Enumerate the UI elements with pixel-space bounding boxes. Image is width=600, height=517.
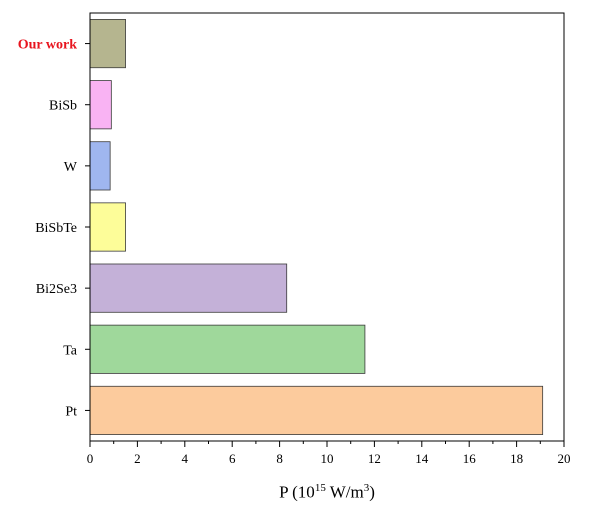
x-axis-label-suffix: )	[369, 482, 375, 502]
y-tick-label-w: W	[64, 160, 78, 175]
x-tick-label-16: 16	[463, 451, 477, 466]
bars-layer	[89, 19, 544, 435]
x-axis-label-prefix: P (10	[279, 482, 315, 502]
y-tick-label-bisbte: BiSbTe	[35, 221, 77, 236]
x-tick-label-4: 4	[182, 451, 189, 466]
bar-ta	[89, 324, 366, 374]
x-axis-label-exp2: 3	[363, 482, 370, 494]
x-tick-label-10: 10	[321, 451, 334, 466]
x-axis-label-exp1: 15	[314, 482, 326, 494]
y-tick-label-our-work: Our work	[18, 38, 77, 53]
x-tick-label-8: 8	[276, 451, 283, 466]
x-tick-label-20: 20	[558, 451, 571, 466]
y-tick-labels: Our work BiSb W BiSbTe Bi2Se3 Ta Pt	[18, 38, 90, 419]
bar-our-work	[89, 19, 126, 69]
y-tick-label-pt: Pt	[65, 404, 77, 419]
x-axis-label-mid: W/m	[325, 482, 364, 502]
y-tick-label-ta: Ta	[63, 343, 78, 358]
x-tick-label-2: 2	[134, 451, 141, 466]
bar-bisbte	[89, 202, 126, 252]
x-ticks: 0 2 4 6 8 10 12 14 16 18 20	[87, 441, 571, 466]
plot-frame	[89, 12, 565, 442]
x-tick-label-0: 0	[87, 451, 94, 466]
x-tick-label-18: 18	[510, 451, 523, 466]
bar-w	[89, 141, 111, 191]
y-tick-label-bisb: BiSb	[49, 99, 77, 114]
x-tick-label-6: 6	[229, 451, 236, 466]
bar-pt	[89, 385, 544, 435]
x-tick-label-12: 12	[368, 451, 381, 466]
x-tick-label-14: 14	[415, 451, 429, 466]
bar-bisb	[89, 80, 112, 130]
bar-bi2se3	[89, 263, 288, 313]
y-tick-label-bi2se3: Bi2Se3	[36, 282, 77, 297]
x-axis-label: P (1015 W/m3)	[90, 482, 564, 503]
